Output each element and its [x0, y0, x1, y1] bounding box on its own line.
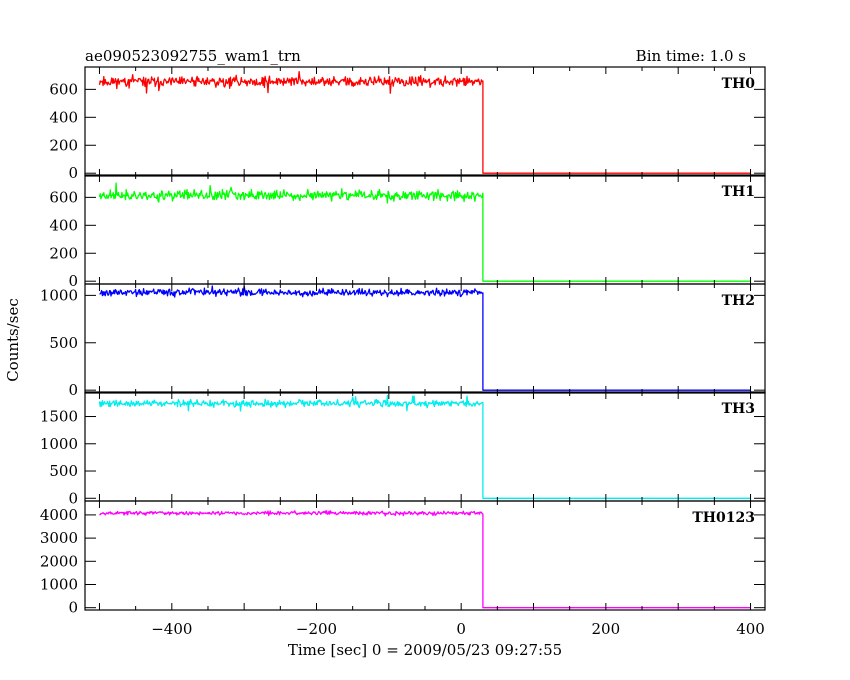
- series-line-th3: [98, 394, 751, 499]
- y-tick-label: 200: [49, 136, 78, 154]
- panel-th0123: 0 1000 2000 3000 4000 TH0123: [40, 500, 766, 617]
- panel-frame: [84, 391, 766, 502]
- series-line-th0123: [99, 510, 751, 609]
- panels: 0 200 400 600 TH0 0 200 400 600 TH1 0 500 1000 TH2 0 50…: [40, 66, 766, 638]
- x-tick-label: −200: [296, 620, 337, 638]
- series-line-th0: [98, 70, 751, 174]
- bin-time-label: Bin time: 1.0 s: [636, 47, 746, 65]
- panel-label: TH3: [722, 401, 755, 417]
- panel-label: TH2: [722, 293, 755, 309]
- panel-th3: 0 500 1000 1500 TH3: [40, 391, 766, 507]
- y-tick-label: 500: [49, 334, 78, 352]
- panel-th1: 0 200 400 600 TH1: [49, 174, 766, 290]
- panel-frame: [84, 283, 766, 394]
- x-tick-label: 400: [736, 620, 765, 638]
- x-axis-title: Time [sec] 0 = 2009/05/23 09:27:55: [288, 641, 562, 659]
- panel-frame: [84, 500, 766, 611]
- panel-th2: 0 500 1000 TH2: [40, 283, 766, 399]
- y-tick-label: 400: [49, 108, 78, 126]
- y-tick-label: 0: [68, 489, 78, 507]
- panel-label: TH0: [722, 76, 756, 92]
- panel-frame: [84, 66, 766, 177]
- y-tick-label: 500: [49, 462, 78, 480]
- y-tick-label: 0: [68, 272, 78, 290]
- series-line-th1: [98, 182, 751, 282]
- y-tick-label: 1000: [40, 575, 78, 593]
- y-tick-label: 3000: [40, 529, 78, 547]
- y-tick-label: 400: [49, 216, 78, 234]
- y-tick-label: 200: [49, 244, 78, 262]
- y-axis-title: Counts/sec: [4, 298, 22, 382]
- y-tick-label: 0: [68, 164, 78, 182]
- y-tick-label: 4000: [40, 506, 78, 524]
- x-tick-label: 200: [592, 620, 621, 638]
- panel-label: TH0123: [692, 510, 755, 526]
- chart-title: ae090523092755_wam1_trn: [85, 47, 301, 65]
- x-tick-label: 0: [456, 620, 466, 638]
- panel-th0: 0 200 400 600 TH0: [49, 66, 766, 182]
- y-tick-label: 0: [68, 599, 78, 617]
- y-tick-label: 0: [68, 381, 78, 399]
- y-tick-label: 2000: [40, 552, 78, 570]
- y-tick-label: 600: [49, 188, 78, 206]
- y-tick-label: 1000: [40, 286, 78, 304]
- y-tick-label: 1500: [40, 408, 78, 426]
- x-tick-label: −400: [151, 620, 192, 638]
- y-tick-label: 1000: [40, 435, 78, 453]
- series-line-th2: [99, 285, 751, 391]
- panel-label: TH1: [722, 184, 755, 200]
- y-tick-label: 600: [49, 80, 78, 98]
